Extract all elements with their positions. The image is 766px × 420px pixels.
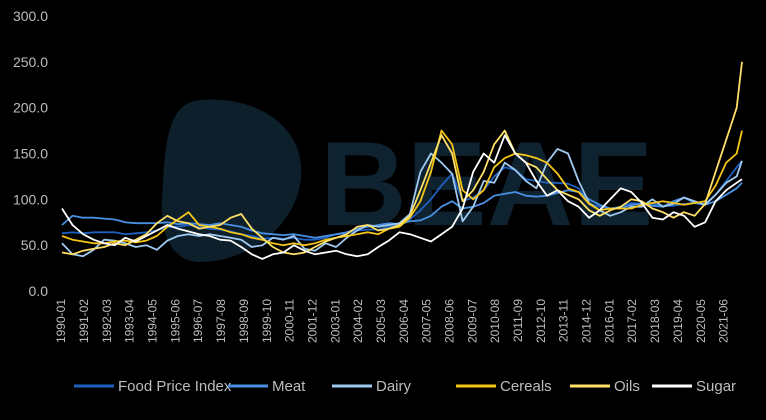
series-line-oils — [61, 61, 743, 256]
x-tick-label: 2003-01 — [328, 299, 342, 343]
x-tick-label: 1992-03 — [100, 299, 114, 343]
legend-label: Meat — [272, 378, 306, 395]
x-tick-label: 1997-08 — [214, 299, 228, 343]
y-tick-label: 250.0 — [13, 54, 48, 70]
x-tick-label: 1999-10 — [260, 299, 274, 343]
x-tick-label: 2012-10 — [534, 299, 548, 343]
series-lines — [61, 61, 743, 260]
x-tick-label: 1995-06 — [168, 299, 182, 343]
x-tick-label: 1996-07 — [191, 299, 205, 343]
y-tick-label: 150.0 — [13, 146, 48, 162]
y-tick-label: 50.0 — [21, 237, 48, 253]
y-tick-label: 300.0 — [13, 8, 48, 24]
y-tick-label: 200.0 — [13, 100, 48, 116]
legend-label: Sugar — [696, 378, 736, 395]
x-tick-label: 2021-06 — [717, 299, 731, 343]
x-tick-label: 2013-11 — [557, 299, 571, 342]
legend-label: Food Price Index — [118, 378, 232, 395]
y-tick-label: 0.0 — [29, 283, 49, 299]
x-tick-label: 1994-05 — [146, 299, 160, 343]
x-tick-label: 1998-09 — [237, 299, 251, 343]
legend: Food Price Index Meat Dairy Cereals Oils Suga… — [74, 378, 736, 395]
series-line-dairy — [61, 147, 743, 258]
y-axis: 0.0 50.0 100.0 150.0 200.0 250.0 300.0 — [13, 8, 48, 299]
y-tick-label: 100.0 — [13, 191, 48, 207]
x-axis: 1990-01 1991-02 1992-03 1993-04 1994-05 1995-… — [54, 299, 730, 343]
x-tick-label: 2017-02 — [625, 299, 639, 343]
x-tick-label: 2010-08 — [488, 299, 502, 343]
x-tick-label: 2016-01 — [602, 299, 616, 343]
legend-label: Dairy — [376, 378, 412, 395]
x-tick-label: 2011-09 — [511, 299, 525, 342]
legend-label: Oils — [614, 378, 640, 395]
x-tick-label: 2008-06 — [442, 299, 456, 343]
x-tick-label: 2020-05 — [694, 299, 708, 343]
x-tick-label: 2006-04 — [397, 299, 411, 343]
x-tick-label: 1993-04 — [123, 299, 137, 343]
x-tick-label: 2018-03 — [648, 299, 662, 343]
x-tick-label: 2000-11 — [283, 299, 297, 342]
x-tick-label: 2005-03 — [374, 299, 388, 343]
x-tick-label: 2007-05 — [420, 299, 434, 343]
watermark: BEAE — [161, 99, 653, 263]
x-tick-label: 1990-01 — [54, 299, 68, 343]
x-tick-label: 1991-02 — [77, 299, 91, 343]
x-tick-label: 2019-04 — [671, 299, 685, 343]
series-line-sugar — [61, 134, 743, 260]
x-tick-label: 2014-12 — [580, 299, 594, 343]
x-tick-label: 2009-07 — [465, 299, 479, 343]
x-tick-label: 2004-02 — [351, 299, 365, 343]
x-tick-label: 2001-12 — [305, 299, 319, 343]
legend-label: Cereals — [500, 378, 552, 395]
